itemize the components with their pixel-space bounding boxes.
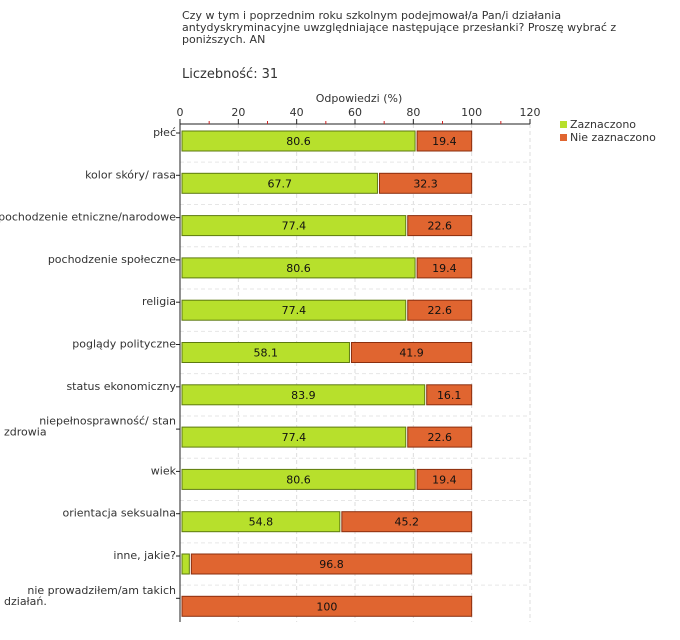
data-label: 80.6 — [286, 262, 311, 275]
data-label: 67.7 — [267, 177, 292, 190]
legend-label: Zaznaczono — [570, 118, 637, 131]
data-label: 77.4 — [282, 431, 307, 444]
x-tick-label: 120 — [520, 106, 541, 119]
bar-zaznaczono — [181, 215, 407, 237]
data-label: 58.1 — [253, 347, 278, 360]
category-label-line: niepełnosprawność/ stan — [39, 415, 176, 428]
category-label: nie prowadziłem/am takich działań. — [4, 584, 176, 608]
bar-zaznaczono — [181, 426, 407, 448]
category-label-line: nie prowadziłem/am takich — [27, 584, 176, 597]
data-label: 19.4 — [432, 473, 457, 486]
data-label: 80.6 — [286, 473, 311, 486]
legend: Zaznaczono Nie zaznaczono — [560, 118, 656, 144]
bar-nie-zaznaczono — [426, 384, 473, 406]
data-label: 22.6 — [427, 431, 452, 444]
category-label: status ekonomiczny — [66, 380, 176, 393]
bar-nie-zaznaczono — [407, 215, 473, 237]
bar-zaznaczono — [181, 511, 341, 533]
bar-zaznaczono — [181, 257, 416, 279]
bar-nie-zaznaczono — [341, 511, 473, 533]
legend-swatch — [560, 134, 567, 141]
bar-nie-zaznaczono — [416, 130, 473, 152]
bar-zaznaczono — [181, 130, 416, 152]
sample-size-label: Liczebność: — [182, 67, 258, 82]
legend-swatch — [560, 121, 567, 128]
data-label: 100 — [316, 600, 337, 613]
bar-zaznaczono — [181, 468, 416, 490]
category-label: wiek — [151, 464, 177, 477]
x-tick-label: 40 — [290, 106, 304, 119]
bar-nie-zaznaczono — [190, 553, 473, 575]
chart-title: Czy w tym i poprzednim roku szkolnym pod… — [182, 9, 617, 46]
x-tick-label: 20 — [231, 106, 245, 119]
data-label: 54.8 — [249, 516, 274, 529]
x-axis-title: Odpowiedzi (%) — [316, 92, 403, 105]
bar-nie-zaznaczono — [378, 172, 473, 194]
bar-nie-zaznaczono — [407, 299, 473, 321]
data-label: 96.8 — [319, 558, 344, 571]
data-label: 16.1 — [437, 389, 462, 402]
bar-zaznaczono — [181, 384, 426, 406]
data-label: 45.2 — [395, 516, 420, 529]
bar-zaznaczono — [181, 172, 378, 194]
bar-nie-zaznaczono — [181, 595, 473, 617]
category-label: kolor skóry/ rasa — [85, 168, 176, 181]
data-label: 32.3 — [413, 177, 438, 190]
data-label: 19.4 — [432, 262, 457, 275]
data-label: 77.4 — [282, 220, 307, 233]
category-label: niepełnosprawność/ stan zdrowia — [4, 415, 176, 439]
bar-nie-zaznaczono — [407, 426, 473, 448]
category-label: poglądy polityczne — [72, 338, 176, 351]
legend-entry: Nie zaznaczono — [560, 131, 656, 144]
sample-size-value: 31 — [261, 67, 279, 82]
category-label-line: zdrowia — [4, 426, 47, 439]
category-label: płeć — [153, 126, 176, 139]
data-label: 19.4 — [432, 135, 457, 148]
bar-zaznaczono — [181, 553, 190, 575]
data-label: 22.6 — [427, 304, 452, 317]
bar-zaznaczono — [181, 342, 350, 363]
x-tick-label: 0 — [177, 106, 184, 119]
x-tick-label: 100 — [461, 106, 482, 119]
sample-size: Liczebność: 31 — [182, 67, 278, 82]
category-label: inne, jakie? — [113, 549, 176, 562]
data-label: 80.6 — [286, 135, 311, 148]
data-label: 22.6 — [427, 220, 452, 233]
legend-entry: Zaznaczono — [560, 118, 656, 131]
bar-nie-zaznaczono — [350, 342, 473, 363]
legend-label: Nie zaznaczono — [570, 131, 656, 144]
category-label: pochodzenie etniczne/narodowe — [0, 211, 176, 224]
category-label: orientacja seksualna — [62, 507, 176, 520]
bar-zaznaczono — [181, 299, 407, 321]
bar-nie-zaznaczono — [416, 257, 473, 279]
data-label: 77.4 — [282, 304, 307, 317]
bar-nie-zaznaczono — [416, 468, 473, 490]
category-label: religia — [142, 295, 176, 308]
x-tick-label: 80 — [406, 106, 420, 119]
data-label: 83.9 — [291, 389, 316, 402]
data-label: 41.9 — [399, 347, 424, 360]
category-label-line: działań. — [4, 595, 47, 608]
category-label: pochodzenie społeczne — [48, 253, 176, 266]
x-tick-label: 60 — [348, 106, 362, 119]
